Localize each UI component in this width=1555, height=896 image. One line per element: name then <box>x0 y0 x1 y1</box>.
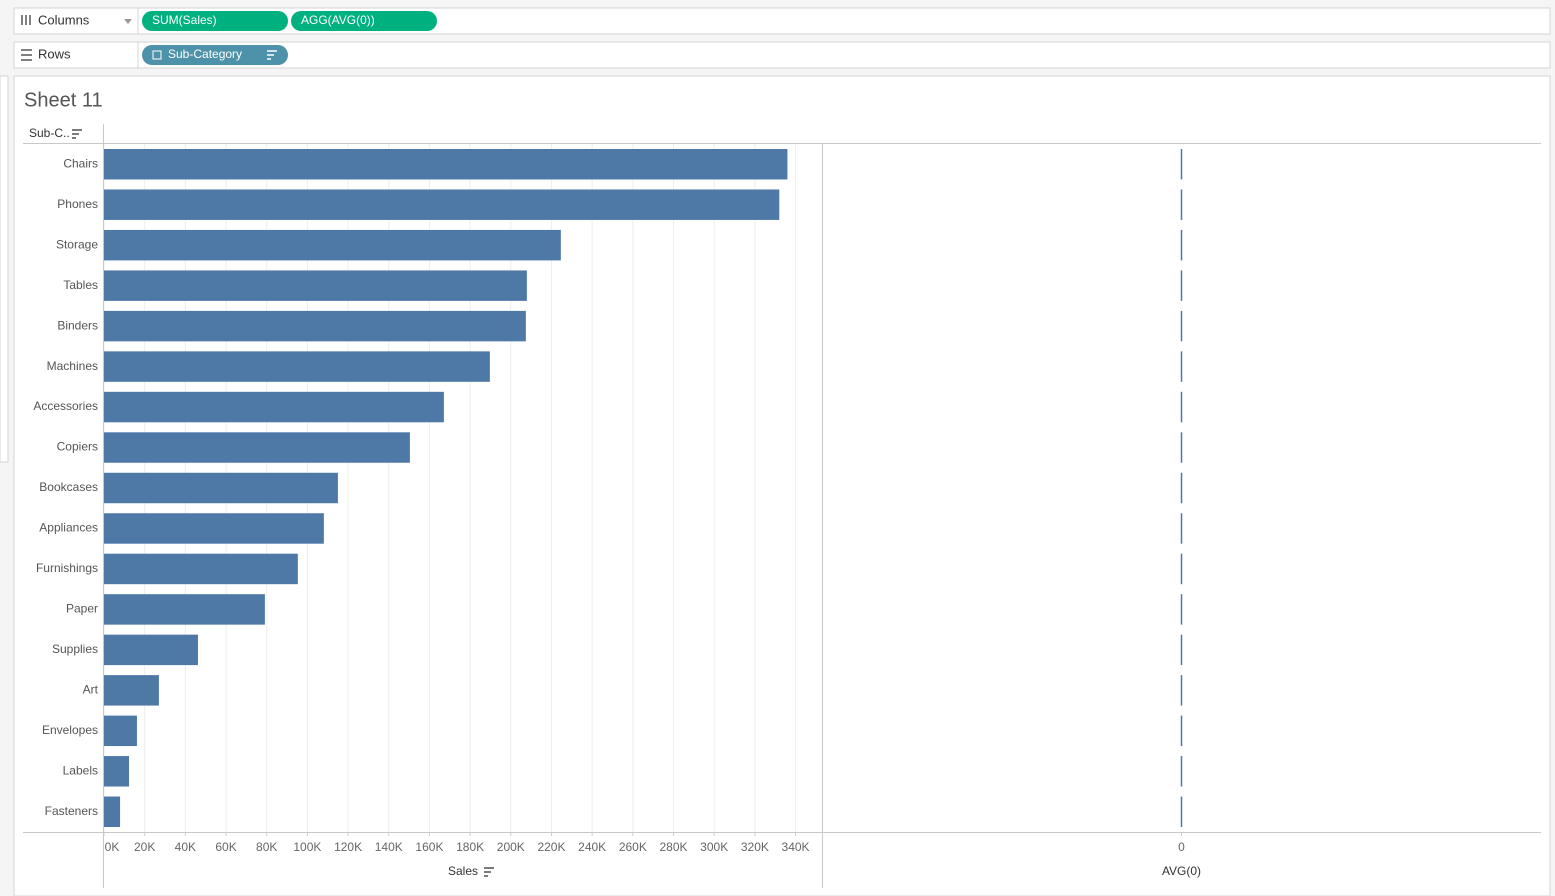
category-label: Fasteners <box>45 804 98 818</box>
x-tick-label: 180K <box>456 840 484 854</box>
x-tick-label: 60K <box>215 840 236 854</box>
bar <box>104 472 338 504</box>
pill[interactable] <box>142 11 288 31</box>
bar <box>1180 432 1183 463</box>
x-tick-label: 320K <box>741 840 769 854</box>
bar <box>104 594 265 625</box>
category-label: Binders <box>57 318 98 332</box>
category-label: Bookcases <box>39 480 98 494</box>
pill-label: Sub-Category <box>168 47 242 61</box>
bar <box>1180 553 1183 585</box>
x-tick-label: 100K <box>293 840 321 854</box>
shelf-label: Columns <box>38 12 90 27</box>
x-tick-label: 160K <box>415 840 443 854</box>
x-tick-label: 80K <box>256 840 277 854</box>
category-label: Envelopes <box>42 723 98 737</box>
bar <box>1180 229 1183 261</box>
bar <box>104 351 490 382</box>
category-label: Copiers <box>57 440 98 454</box>
sort-icon[interactable] <box>72 129 82 139</box>
x-tick-label: 140K <box>375 840 403 854</box>
x-tick-label: 0K <box>105 840 120 854</box>
bar <box>1180 513 1183 544</box>
category-label: Machines <box>47 359 98 373</box>
pill-label: AGG(AVG(0)) <box>301 13 375 27</box>
category-label: Chairs <box>63 156 98 170</box>
bar <box>1180 310 1183 342</box>
category-label: Labels <box>63 763 98 777</box>
category-label: Phones <box>57 197 98 211</box>
category-label: Furnishings <box>36 561 98 575</box>
bar <box>1180 796 1183 827</box>
category-label: Paper <box>66 602 98 616</box>
bar <box>1180 594 1183 625</box>
side-panel-edge <box>0 75 9 463</box>
bar <box>104 553 298 585</box>
bar <box>104 149 788 180</box>
bar <box>1180 715 1183 747</box>
bar <box>104 715 137 747</box>
category-label: Accessories <box>33 399 98 413</box>
x-tick-label: 220K <box>537 840 565 854</box>
x-tick-label: 240K <box>578 840 606 854</box>
shelf-label: Rows <box>38 46 71 61</box>
bar <box>104 270 527 301</box>
row-header: Sub-C.. <box>29 126 70 140</box>
pill[interactable] <box>142 45 288 65</box>
x-tick-label: 200K <box>497 840 525 854</box>
columns-icon <box>21 15 31 25</box>
category-label: Storage <box>56 237 98 251</box>
bar <box>104 513 324 544</box>
x-tick-label: 0 <box>1178 840 1185 854</box>
category-label: Tables <box>63 278 98 292</box>
bar <box>1180 756 1183 787</box>
bar <box>1180 472 1183 504</box>
pill[interactable] <box>291 11 437 31</box>
category-label: Supplies <box>52 642 98 656</box>
bar <box>104 432 410 463</box>
sheet-title: Sheet 11 <box>24 89 103 111</box>
x-tick-label: 120K <box>334 840 362 854</box>
axis-title: Sales <box>448 864 478 878</box>
bar <box>104 391 444 423</box>
category-label: Art <box>83 683 99 697</box>
bar <box>104 675 159 706</box>
x-tick-label: 260K <box>619 840 647 854</box>
x-tick-label: 40K <box>175 840 196 854</box>
bar <box>104 189 780 220</box>
bar <box>104 634 198 666</box>
pill-label: SUM(Sales) <box>152 13 217 27</box>
x-tick-label: 280K <box>660 840 688 854</box>
dropdown-arrow[interactable] <box>124 19 132 24</box>
bar <box>1180 189 1183 220</box>
bar <box>104 756 130 787</box>
bar <box>104 310 526 342</box>
bar <box>1180 391 1183 423</box>
rows-icon <box>21 49 32 61</box>
x-tick-label: 340K <box>782 840 810 854</box>
x-tick-label: 300K <box>700 840 728 854</box>
axis-title: AVG(0) <box>1162 864 1201 878</box>
bar <box>1180 149 1183 180</box>
expand-icon <box>152 50 162 60</box>
bar <box>104 229 561 261</box>
category-label: Appliances <box>39 521 98 535</box>
bar <box>1180 634 1183 666</box>
bar <box>1180 351 1183 382</box>
x-tick-label: 20K <box>134 840 155 854</box>
bar <box>1180 270 1183 301</box>
bar <box>1180 675 1183 706</box>
bar <box>104 796 121 827</box>
